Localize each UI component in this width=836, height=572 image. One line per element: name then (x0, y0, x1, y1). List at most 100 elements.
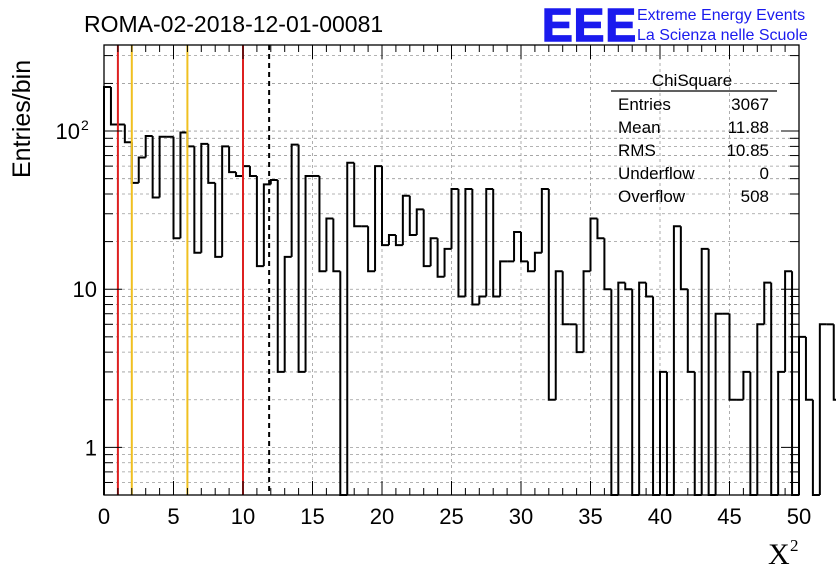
x-tick-label: 35 (578, 504, 602, 529)
y-tick-label: 10 (56, 119, 80, 144)
stats-row-value: 508 (741, 187, 769, 206)
histogram-bin (144, 135, 153, 158)
y-tick-label: 1 (85, 435, 97, 460)
histogram-bin (450, 188, 459, 249)
histogram-bin (242, 165, 250, 176)
histogram-bin (374, 165, 382, 272)
histogram-bin (200, 142, 209, 253)
histogram-bin (652, 296, 660, 496)
histogram-bin (109, 86, 118, 126)
histogram-bin (151, 136, 160, 199)
histogram-bin (158, 135, 167, 198)
histogram-bin (214, 182, 223, 258)
histogram-bin (575, 324, 584, 354)
histogram-bin (290, 143, 299, 257)
histogram-bin (596, 218, 605, 240)
histogram-bin (381, 166, 389, 247)
x-axis-label-superscript: 2 (790, 536, 799, 555)
histogram-bin (728, 313, 737, 401)
histogram-bin (638, 281, 647, 495)
histogram-bin (207, 143, 216, 184)
x-tick-label: 50 (787, 504, 811, 529)
histogram-bin (804, 336, 813, 401)
histogram-bin (777, 370, 786, 495)
histogram-bin (346, 161, 355, 495)
stats-row-label: Underflow (618, 164, 695, 183)
histogram-bin (547, 189, 556, 401)
histogram-bin (255, 175, 264, 268)
x-tick-label: 15 (300, 504, 324, 529)
histogram-bin (130, 142, 139, 184)
x-tick-label: 40 (648, 504, 672, 529)
histogram-bin (137, 156, 146, 183)
histogram-bin (186, 132, 195, 148)
histogram-bin (798, 335, 806, 495)
x-axis-label: X (768, 538, 790, 571)
histogram-bin (443, 247, 452, 277)
histogram-bin (672, 225, 681, 495)
y-tick-label-exponent: 2 (81, 117, 89, 133)
histogram-bin (686, 289, 695, 373)
histogram-bin (297, 144, 306, 373)
stats-row-label: Overflow (618, 187, 686, 206)
histogram-bin (526, 261, 535, 273)
x-tick-label: 5 (167, 504, 179, 529)
histogram-bin (387, 234, 396, 246)
histogram-bin (756, 323, 765, 495)
histogram-bin (193, 146, 202, 254)
y-axis-label: Entries/bin (8, 60, 36, 178)
histogram-bin (624, 282, 633, 291)
logo-line-1: Extreme Energy Events (637, 7, 805, 24)
histogram-bin (513, 231, 521, 262)
histogram-bin (179, 131, 188, 239)
histogram-bin (645, 282, 654, 298)
histogram-bin (714, 312, 723, 495)
histogram-bin (103, 85, 111, 495)
histogram-bin (742, 370, 751, 400)
histogram-bin (784, 270, 793, 372)
histogram-bin (610, 289, 619, 496)
histogram-bin (700, 247, 709, 495)
histogram-bin (492, 189, 501, 298)
histogram-bin (617, 281, 626, 495)
histogram-bin (415, 208, 424, 236)
histogram-bin (520, 232, 528, 263)
histogram-bin (283, 255, 292, 372)
histogram-bin (436, 238, 445, 278)
histogram-bin (554, 270, 563, 400)
grid (104, 45, 799, 496)
histogram-bin (221, 145, 230, 257)
histogram-bin (276, 180, 285, 373)
histogram-bin (582, 270, 591, 353)
histogram-bin (811, 399, 820, 496)
histogram-bin (318, 175, 327, 273)
histogram-bin (248, 166, 257, 177)
histogram-bin (422, 209, 431, 268)
logo-mark: EEE (542, 0, 637, 51)
histogram-bin (408, 195, 417, 237)
histogram-bin (533, 251, 542, 272)
logo-line-2: La Scienza nelle Scuole (637, 27, 808, 44)
stats-box: ChiSquare Entries 3067 Mean 11.88 RMS 10.85 Un… (611, 71, 777, 206)
x-tick-label: 10 (231, 504, 255, 529)
histogram-bin (269, 179, 278, 185)
histogram-bin (540, 188, 549, 253)
eee-logo: EEE Extreme Energy Events La Scienza nel… (541, 0, 808, 52)
histogram-bin (589, 217, 598, 272)
histogram-bin (770, 282, 779, 496)
stats-title: ChiSquare (652, 71, 732, 90)
histogram-bin (818, 323, 827, 495)
chart-title: ROMA-02-2018-12-01-00081 (84, 11, 383, 37)
histogram-bin (353, 162, 362, 228)
histogram-bin (485, 188, 494, 297)
x-tick-label: 30 (509, 504, 533, 529)
histogram-bin (332, 218, 341, 273)
histogram-bin (665, 371, 674, 496)
x-tick-label: 25 (439, 504, 463, 529)
histogram-bin (325, 217, 334, 272)
x-tick-label: 20 (370, 504, 394, 529)
histogram-bin (401, 194, 410, 246)
x-tick-label: 0 (98, 504, 110, 529)
